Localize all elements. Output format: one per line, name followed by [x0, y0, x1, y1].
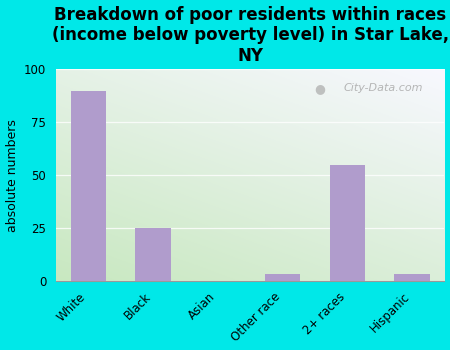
Y-axis label: absolute numbers: absolute numbers [5, 119, 18, 232]
Text: City-Data.com: City-Data.com [343, 84, 423, 93]
Bar [71, 91, 106, 281]
Bar [135, 228, 171, 281]
Text: ●: ● [315, 82, 326, 95]
Title: Breakdown of poor residents within races
(income below poverty level) in Star La: Breakdown of poor residents within races… [52, 6, 449, 65]
Bar [265, 274, 301, 281]
Bar [329, 164, 365, 281]
Bar [394, 274, 430, 281]
